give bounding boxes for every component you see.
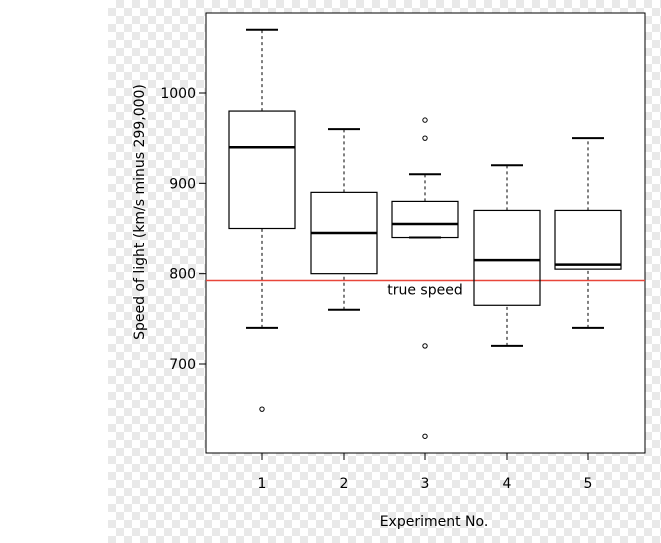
y-tick-label: 800 xyxy=(169,267,196,283)
x-tick-label: 5 xyxy=(584,476,593,492)
x-tick-label: 2 xyxy=(340,476,349,492)
y-tick-label: 900 xyxy=(169,176,196,192)
outlier-point xyxy=(422,433,428,439)
outlier-point xyxy=(422,117,428,123)
box-2 xyxy=(310,128,378,311)
box-5 xyxy=(554,137,622,329)
iqr-box xyxy=(473,209,541,306)
outlier-point xyxy=(259,406,265,412)
x-axis-title: Experiment No. xyxy=(380,514,489,530)
iqr-box xyxy=(554,209,622,270)
x-tick-label: 4 xyxy=(503,476,512,492)
y-axis-title: Speed of light (km/s minus 299,000) xyxy=(132,84,148,340)
x-tick-label: 1 xyxy=(258,476,267,492)
box-4 xyxy=(473,164,541,347)
outlier-point xyxy=(422,135,428,141)
y-tick-label: 700 xyxy=(169,357,196,373)
box-3 xyxy=(391,117,459,439)
plot-frame xyxy=(205,12,646,454)
iqr-box xyxy=(391,200,459,239)
iqr-box xyxy=(228,110,296,230)
y-tick-label: 1000 xyxy=(160,86,196,102)
box-1 xyxy=(228,28,296,412)
true-speed-label: true speed xyxy=(387,282,462,298)
outlier-point xyxy=(422,343,428,349)
x-tick-label: 3 xyxy=(421,476,430,492)
